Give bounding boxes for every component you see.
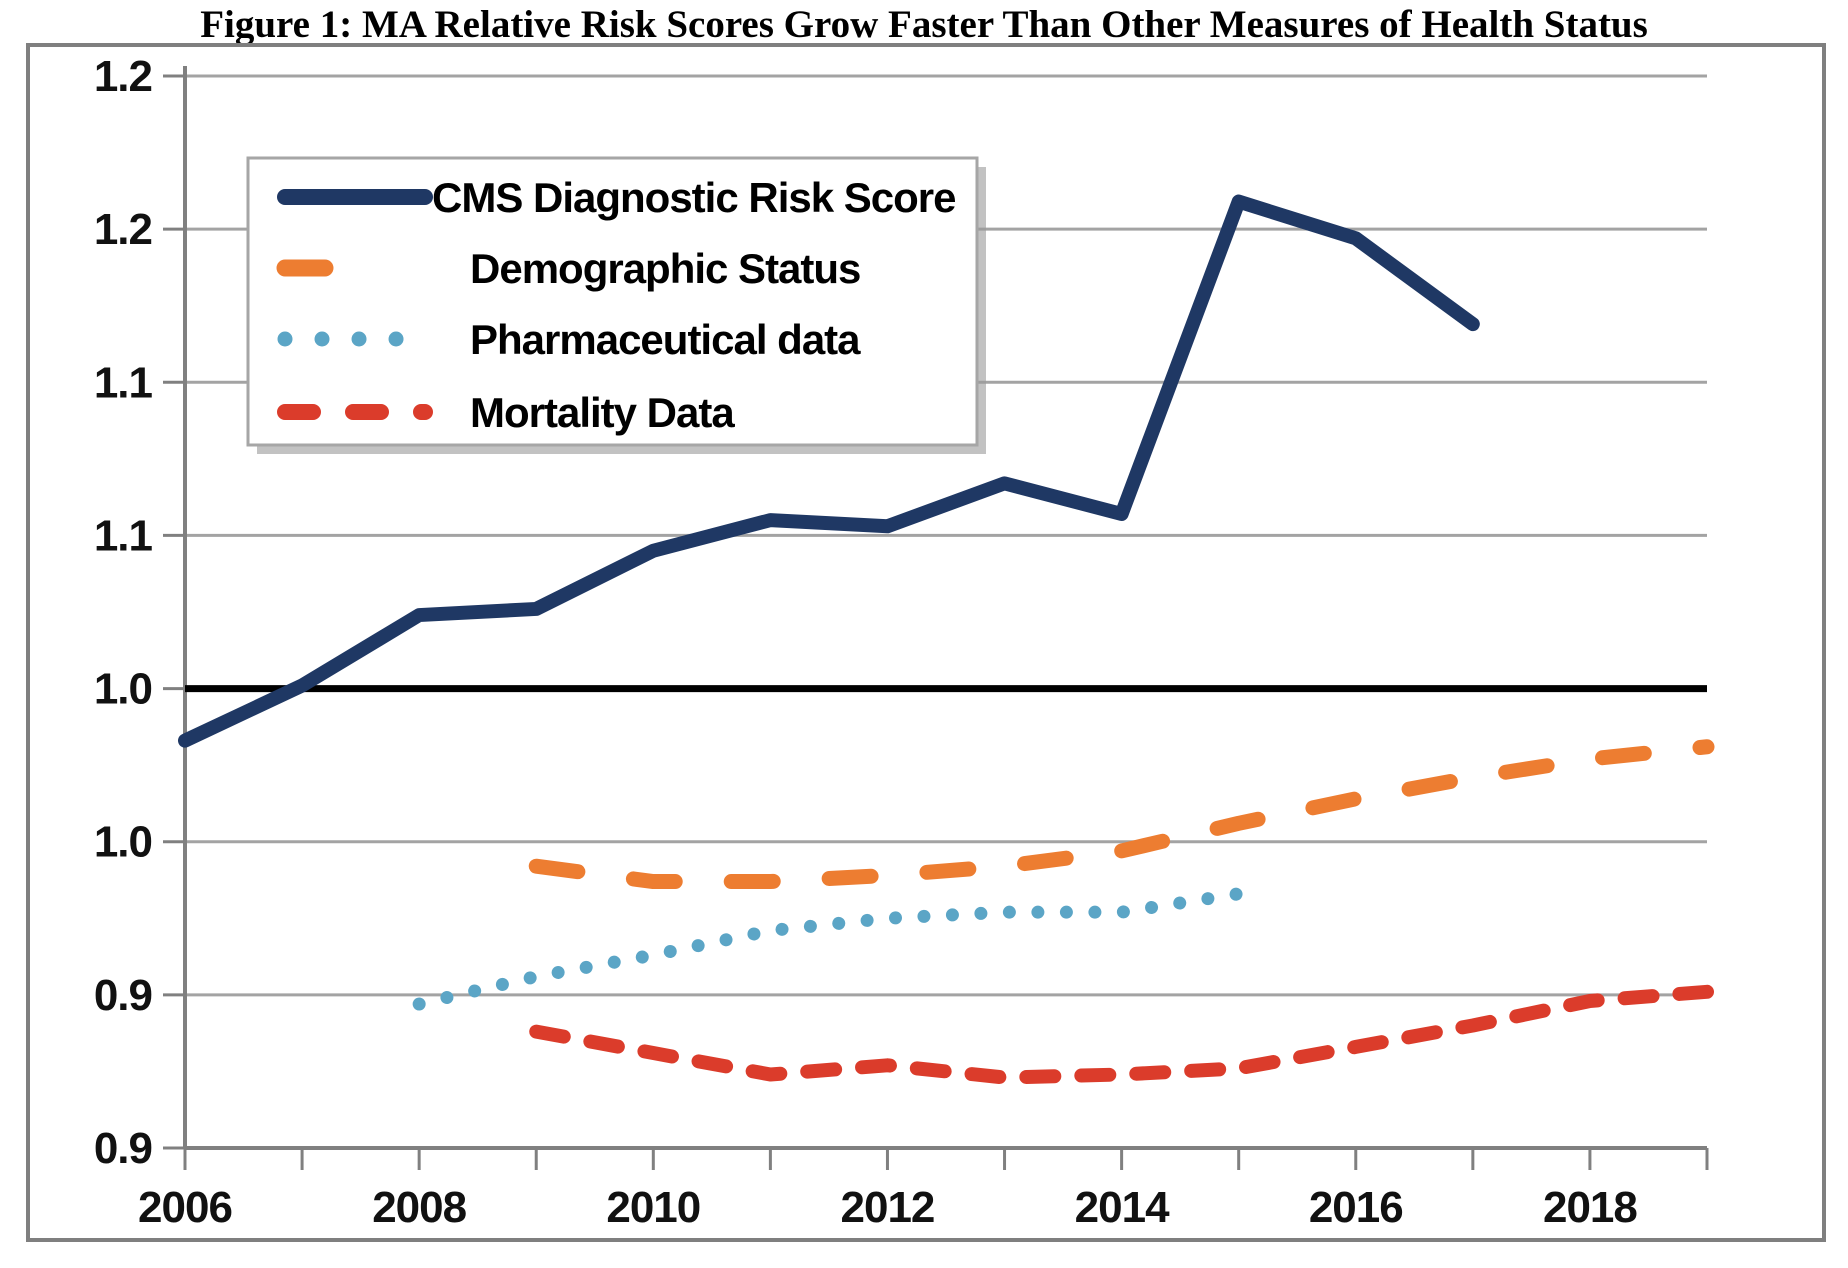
legend-label-demographic-status: Demographic Status [470, 245, 860, 292]
series-line-mortality-data [529, 984, 1714, 1085]
legend-label-pharmaceutical-data: Pharmaceutical data [470, 316, 861, 363]
series-line-cms-diagnostic-risk-score [178, 194, 1480, 748]
x-axis-label-2016: 2016 [1309, 1183, 1403, 1232]
legend-label-cms-diagnostic-risk-score: CMS Diagnostic Risk Score [432, 174, 955, 221]
x-axis-label-2008: 2008 [372, 1183, 466, 1232]
x-axis-label-2012: 2012 [841, 1183, 935, 1232]
legend-label-mortality-data: Mortality Data [470, 389, 735, 436]
y-axis-label-0.95: 1.0 [94, 818, 152, 867]
y-axis-label-1.20: 1.2 [94, 52, 152, 101]
x-axis-label-2010: 2010 [606, 1183, 700, 1232]
x-axis-label-2006: 2006 [138, 1183, 232, 1232]
series-line-demographic-status [528, 739, 1715, 890]
y-axis-label-0.90: 0.9 [94, 971, 152, 1020]
x-axis-label-2018: 2018 [1543, 1183, 1637, 1232]
y-axis-label-0.85: 0.9 [94, 1124, 152, 1173]
x-axis-label-2014: 2014 [1075, 1183, 1170, 1232]
series-line-pharmaceutical-data [412, 887, 1246, 1011]
chart-title: Figure 1: MA Relative Risk Scores Grow F… [200, 3, 1648, 46]
y-axis-label-1.10: 1.1 [94, 358, 153, 407]
y-axis-label-1.00: 1.0 [94, 665, 152, 714]
legend-box [246, 156, 979, 447]
y-axis-label-1.15: 1.2 [94, 205, 152, 254]
y-axis-label-1.05: 1.1 [94, 511, 153, 560]
